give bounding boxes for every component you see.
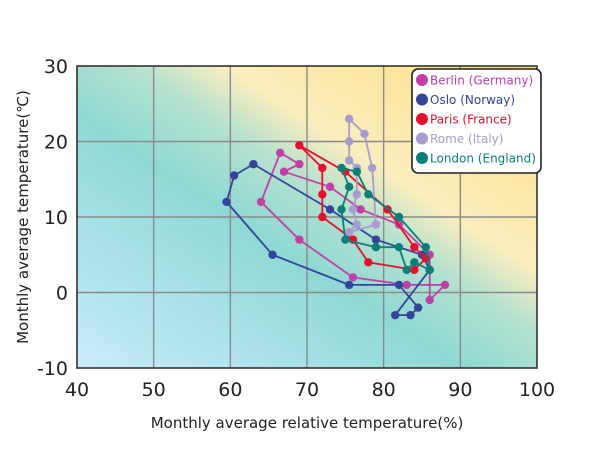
data-point xyxy=(402,280,411,290)
legend-marker xyxy=(416,152,428,164)
data-point xyxy=(390,310,400,320)
data-point xyxy=(337,163,346,173)
series-paris-france xyxy=(295,141,431,275)
data-point xyxy=(440,280,450,290)
y-tick-label: 0 xyxy=(56,283,68,305)
legend-box xyxy=(411,68,542,174)
legend-label: London (England) xyxy=(430,152,536,166)
data-point xyxy=(348,205,358,214)
grid xyxy=(77,66,537,368)
data-point xyxy=(344,227,354,237)
data-point xyxy=(394,280,404,290)
data-point xyxy=(425,265,434,275)
data-point xyxy=(295,141,304,150)
x-tick-label: 80 xyxy=(372,379,396,401)
data-point xyxy=(295,159,304,169)
data-point xyxy=(337,205,346,214)
data-point xyxy=(364,258,373,267)
data-point xyxy=(318,190,327,199)
data-point xyxy=(410,258,419,267)
data-point xyxy=(367,163,377,173)
y-tick-label: 10 xyxy=(44,207,68,229)
legend-label: Rome (Italy) xyxy=(430,132,503,146)
data-point xyxy=(394,212,404,222)
x-tick-label: 90 xyxy=(448,379,472,401)
data-point xyxy=(394,243,404,252)
data-point xyxy=(371,220,381,229)
data-point xyxy=(356,205,365,214)
x-tick-label: 100 xyxy=(519,379,555,401)
data-point xyxy=(295,235,304,244)
tick-labels: 40 50 60 70 80 90 100 -10 0 10 20 30 xyxy=(37,56,555,401)
data-point xyxy=(371,235,381,244)
x-tick-label: 60 xyxy=(218,379,242,401)
data-point xyxy=(421,243,431,252)
data-point xyxy=(318,163,327,173)
data-point xyxy=(352,167,362,176)
data-point xyxy=(344,156,354,165)
legend-label: Oslo (Norway) xyxy=(430,93,515,107)
data-point xyxy=(344,137,354,146)
data-point xyxy=(410,243,419,252)
legend-item: London (England) xyxy=(416,152,536,166)
legend-item: Rome (Italy) xyxy=(416,132,503,146)
y-tick-label: 30 xyxy=(44,56,68,78)
legend-item: Oslo (Norway) xyxy=(416,93,515,107)
x-tick-label: 70 xyxy=(295,379,319,401)
data-point xyxy=(256,197,266,207)
data-point xyxy=(402,265,411,275)
y-tick-label: -10 xyxy=(37,358,68,380)
series-rome-italy xyxy=(344,114,381,237)
plot-frame xyxy=(76,65,538,369)
data-point xyxy=(341,235,350,244)
data-point xyxy=(325,182,335,191)
legend-marker xyxy=(416,113,428,125)
data-point xyxy=(352,220,362,229)
data-point xyxy=(275,148,285,158)
y-tick-label: 20 xyxy=(44,132,68,154)
data-point xyxy=(413,303,423,312)
legend-items: Berlin (Germany) Oslo (Norway) Paris (Fran… xyxy=(416,74,536,166)
legend-label: Berlin (Germany) xyxy=(430,74,533,88)
series-line xyxy=(225,163,431,317)
data-point xyxy=(249,159,258,169)
data-point xyxy=(325,205,335,214)
data-point xyxy=(344,280,354,290)
y-axis-title: Monthly average temperature(℃) xyxy=(14,90,32,344)
data-point xyxy=(352,190,362,199)
data-point xyxy=(410,265,419,275)
legend-label: Paris (France) xyxy=(430,113,512,127)
data-point xyxy=(364,190,373,199)
legend-marker xyxy=(416,132,428,145)
data-point xyxy=(406,310,415,320)
series-layer xyxy=(222,114,450,320)
data-point xyxy=(318,212,327,222)
data-point xyxy=(360,129,369,139)
data-point xyxy=(268,250,277,259)
data-point xyxy=(348,273,358,282)
legend-marker xyxy=(416,74,428,86)
legend-item: Paris (France) xyxy=(416,113,512,127)
legend-item: Berlin (Germany) xyxy=(416,74,533,88)
x-axis-title: Monthly average relative temperature(%) xyxy=(151,414,464,432)
series-london-england xyxy=(337,163,434,275)
data-point xyxy=(344,114,354,124)
data-point xyxy=(279,167,289,176)
data-point xyxy=(344,182,354,191)
legend: Berlin (Germany) Oslo (Norway) Paris (Fran… xyxy=(411,68,542,174)
data-point xyxy=(425,295,434,305)
data-point xyxy=(229,171,239,180)
data-point xyxy=(222,197,231,207)
data-point xyxy=(371,243,381,252)
legend-marker xyxy=(416,93,428,106)
x-tick-label: 50 xyxy=(142,379,166,401)
x-tick-label: 40 xyxy=(65,379,89,401)
